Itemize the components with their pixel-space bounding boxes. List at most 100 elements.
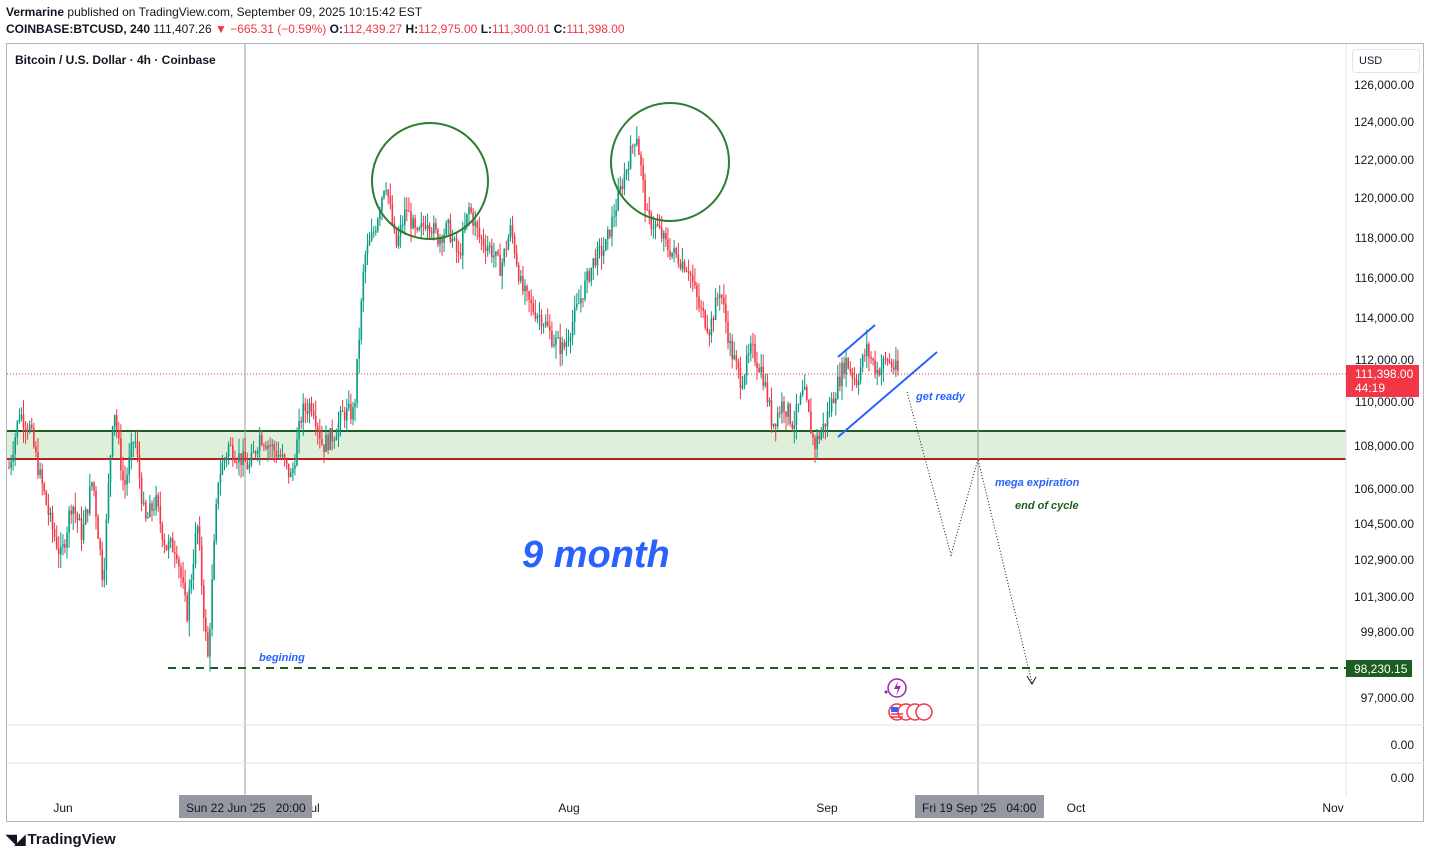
candle-body [484, 245, 487, 251]
tradingview-logo[interactable]: ◥◢ TradingView [6, 831, 116, 848]
candle-body [167, 541, 170, 550]
price-tick-label: 108,000.00 [1354, 439, 1414, 453]
candle-body [200, 545, 203, 586]
candle-body [223, 459, 226, 463]
candle-body [476, 221, 479, 228]
candle-body [702, 307, 704, 311]
candle-body [368, 240, 371, 246]
candle-body [203, 585, 205, 618]
candle-body [474, 221, 476, 226]
candle-body [704, 310, 706, 328]
candle-body [499, 254, 501, 276]
candle-body [613, 216, 615, 218]
candle-body [596, 246, 599, 266]
candle-body [449, 219, 452, 242]
close-label: C: [553, 22, 567, 36]
candle-body [55, 537, 58, 549]
price-tick-label: 122,000.00 [1354, 153, 1414, 167]
candle-body [733, 355, 735, 359]
candle-body [617, 190, 619, 211]
candle-body [611, 216, 613, 237]
time-axis[interactable]: JunJulAugSepOctNov [53, 801, 1343, 815]
candle-body [683, 261, 686, 271]
candle-body [43, 483, 45, 492]
candle-body [60, 546, 62, 555]
candle-body [524, 285, 526, 292]
candle-body [835, 398, 837, 404]
candle-body [631, 145, 634, 147]
candle-body [480, 237, 483, 239]
candle-body [404, 209, 406, 225]
candle-body [567, 340, 570, 342]
us-flag-events-icon[interactable] [888, 703, 933, 721]
candle-body [408, 211, 410, 213]
channel-lower-line [837, 351, 938, 438]
current-price-value: 111,398.00 [1355, 367, 1414, 381]
candle-body [491, 245, 493, 258]
candle-body [507, 238, 510, 250]
candle-body [723, 297, 725, 305]
candle-body [625, 170, 628, 175]
candle-body [95, 490, 97, 517]
time-tick-label: Jun [53, 801, 72, 815]
candle-body [263, 445, 265, 447]
candle-body [752, 343, 754, 345]
candle-body [735, 355, 738, 361]
ticker-label: COINBASE:BTCUSD, 240 [6, 22, 151, 36]
candle-body [331, 428, 333, 442]
candle-body [689, 273, 692, 276]
candle-body [161, 524, 164, 540]
candle-body [93, 482, 95, 491]
candle-body [509, 225, 512, 239]
candle-body [486, 247, 489, 251]
candle-body [111, 426, 114, 456]
candle-body [78, 518, 81, 521]
candle-body [563, 342, 566, 348]
candle-body [466, 214, 468, 226]
candle-body [652, 228, 655, 230]
candle-body [893, 367, 895, 370]
candle-body [254, 451, 257, 454]
currency-selector[interactable]: USD [1352, 49, 1420, 73]
candle-body [149, 503, 151, 517]
candle-body [795, 404, 798, 426]
candle-body [159, 506, 162, 524]
candle-body [306, 411, 309, 414]
symbol-title[interactable]: Bitcoin / U.S. Dollar · 4h · Coinbase [15, 53, 216, 67]
publisher-name[interactable]: Vermarine [6, 5, 65, 19]
candle-body [120, 438, 122, 471]
close-value: 111,398.00 [566, 22, 625, 36]
candle-body [727, 321, 729, 344]
candle-body [808, 400, 810, 412]
down-arrow-icon: ▼ [215, 22, 227, 36]
candle-body [279, 454, 282, 457]
candle-body [590, 267, 593, 282]
candle-body [53, 529, 56, 538]
candle-body [33, 427, 35, 447]
candle-body [837, 376, 839, 399]
candle-body [573, 307, 576, 322]
candle-body [447, 219, 450, 224]
candle-body [207, 632, 209, 657]
candle-body [213, 540, 215, 580]
candle-body [822, 423, 825, 432]
candle-body [209, 629, 211, 657]
candle-body [741, 385, 744, 389]
candle-body [397, 235, 400, 247]
flash-event-icon[interactable] [884, 678, 907, 698]
candle-body [551, 330, 553, 347]
chart-frame [6, 43, 1424, 822]
open-value: 112,439.27 [343, 22, 403, 36]
candle-body [774, 423, 777, 427]
candle-body [64, 544, 66, 548]
price-axis[interactable]: 126,000.00 124,000.00 122,000.00 120,000.00… [1354, 78, 1414, 785]
candle-body [754, 344, 756, 363]
candle-body [31, 424, 33, 428]
candle-body [16, 421, 19, 438]
candle-body [391, 203, 394, 224]
candle-body [24, 427, 27, 430]
price-tick-label: 101,300.00 [1354, 590, 1414, 604]
price-tick-label: 106,000.00 [1354, 482, 1414, 496]
candle-body [335, 436, 338, 441]
